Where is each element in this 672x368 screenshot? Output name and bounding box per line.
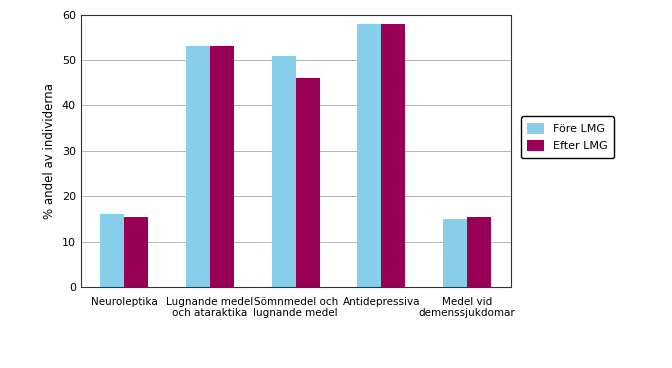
Bar — [271, 56, 296, 287]
Bar — [443, 219, 467, 287]
Bar — [382, 24, 405, 287]
Bar — [124, 217, 149, 287]
Bar — [296, 78, 320, 287]
Y-axis label: % andel av individerna: % andel av individerna — [43, 83, 56, 219]
Bar — [358, 24, 382, 287]
Bar — [100, 215, 124, 287]
Bar — [467, 217, 491, 287]
Bar — [186, 46, 210, 287]
Legend: Före LMG, Efter LMG: Före LMG, Efter LMG — [521, 116, 614, 158]
Bar — [210, 46, 234, 287]
